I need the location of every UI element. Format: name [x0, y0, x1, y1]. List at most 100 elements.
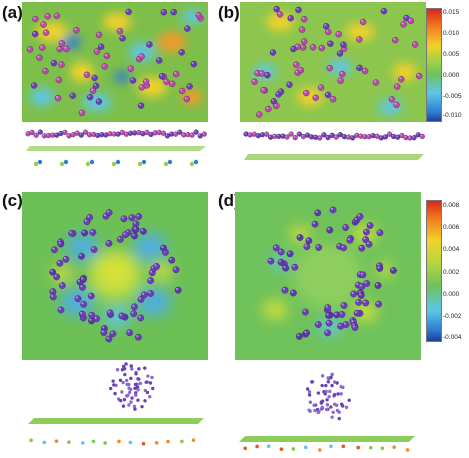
- atom: [100, 329, 108, 336]
- atom: [327, 40, 334, 47]
- atom: [270, 98, 278, 105]
- atom: [337, 77, 344, 84]
- atom: [63, 45, 70, 53]
- atom: [105, 335, 113, 343]
- colorbar-bottom-tick: 0.002: [443, 269, 460, 276]
- atom: [55, 76, 63, 84]
- atom: [303, 243, 311, 251]
- atom: [299, 44, 307, 51]
- atom: [172, 266, 180, 274]
- atom: [315, 244, 323, 251]
- atom: [376, 229, 384, 237]
- atom: [105, 209, 113, 216]
- atom: [170, 8, 177, 16]
- atom: [258, 70, 266, 77]
- atom: [105, 239, 113, 247]
- atom: [118, 312, 126, 320]
- atom: [173, 131, 179, 137]
- atom: [325, 312, 332, 319]
- colorbar-top: [426, 8, 442, 122]
- atom: [130, 310, 138, 318]
- atom: [53, 12, 61, 19]
- atom: [39, 44, 46, 51]
- panel-label-d: (d): [218, 191, 240, 210]
- atom: [256, 111, 263, 118]
- atom: [160, 244, 167, 252]
- atom: [116, 28, 124, 35]
- colorbar-bottom-tick: -0.002: [443, 313, 462, 320]
- atom: [129, 77, 137, 84]
- atom: [329, 206, 337, 214]
- atom: [79, 276, 87, 283]
- panel-a-side-view: [25, 129, 207, 167]
- atom: [295, 6, 302, 14]
- atom: [361, 67, 369, 75]
- atom: [365, 240, 373, 248]
- atom: [286, 250, 294, 258]
- atom: [168, 256, 176, 264]
- atom: [74, 295, 82, 303]
- atom: [288, 131, 294, 137]
- colorbar-top-tick: -0.010: [443, 112, 462, 119]
- atom: [363, 228, 370, 236]
- atom: [128, 214, 136, 222]
- atom: [251, 78, 258, 85]
- panel-a-charge-map: [22, 2, 208, 122]
- atom: [277, 248, 285, 256]
- atom: [69, 92, 76, 99]
- atom: [44, 13, 51, 20]
- atom: [309, 44, 317, 51]
- atom: [93, 315, 101, 323]
- atom: [263, 131, 270, 137]
- atom: [303, 89, 310, 97]
- atom: [301, 38, 308, 45]
- atom: [33, 132, 39, 138]
- atom: [291, 263, 299, 271]
- colorbar-top-tick: 0.010: [443, 30, 460, 37]
- atom: [116, 235, 124, 243]
- atom: [358, 283, 366, 291]
- atom: [189, 132, 195, 138]
- atom: [155, 57, 163, 64]
- atom: [97, 43, 105, 50]
- panel-b-charge-map: [240, 2, 426, 122]
- atom: [400, 21, 407, 28]
- atom: [172, 70, 180, 78]
- atom: [375, 300, 383, 308]
- atom: [78, 252, 85, 260]
- colorbar-bottom-tick: 0.000: [443, 291, 460, 298]
- panel-c-charge-map: [22, 192, 208, 360]
- atom: [260, 86, 267, 94]
- atom: [40, 21, 47, 28]
- panel-d-charge-map: [235, 192, 421, 360]
- atom: [325, 28, 332, 36]
- atom: [126, 329, 133, 337]
- atom: [394, 83, 401, 90]
- atom: [386, 131, 393, 137]
- atom: [132, 226, 140, 233]
- atom: [292, 135, 298, 141]
- colorbar-top-tick: -0.005: [443, 93, 462, 100]
- atom: [273, 5, 280, 13]
- atom: [146, 41, 153, 48]
- panel-label-b: (b): [218, 3, 240, 22]
- atom: [131, 303, 138, 311]
- atom: [174, 286, 182, 294]
- atom: [363, 280, 371, 287]
- atom: [90, 246, 98, 253]
- atom: [353, 309, 361, 317]
- atom: [340, 302, 348, 309]
- atom: [57, 306, 65, 314]
- atom: [311, 220, 319, 228]
- atom: [91, 74, 98, 82]
- atom: [356, 64, 363, 72]
- atom: [56, 45, 63, 53]
- atom: [326, 64, 333, 72]
- atom: [277, 258, 285, 266]
- panel-c-side-view: [28, 362, 204, 446]
- atom: [30, 82, 38, 89]
- atom: [144, 129, 150, 136]
- atom: [51, 246, 58, 254]
- atom: [83, 71, 91, 79]
- atom: [68, 229, 76, 237]
